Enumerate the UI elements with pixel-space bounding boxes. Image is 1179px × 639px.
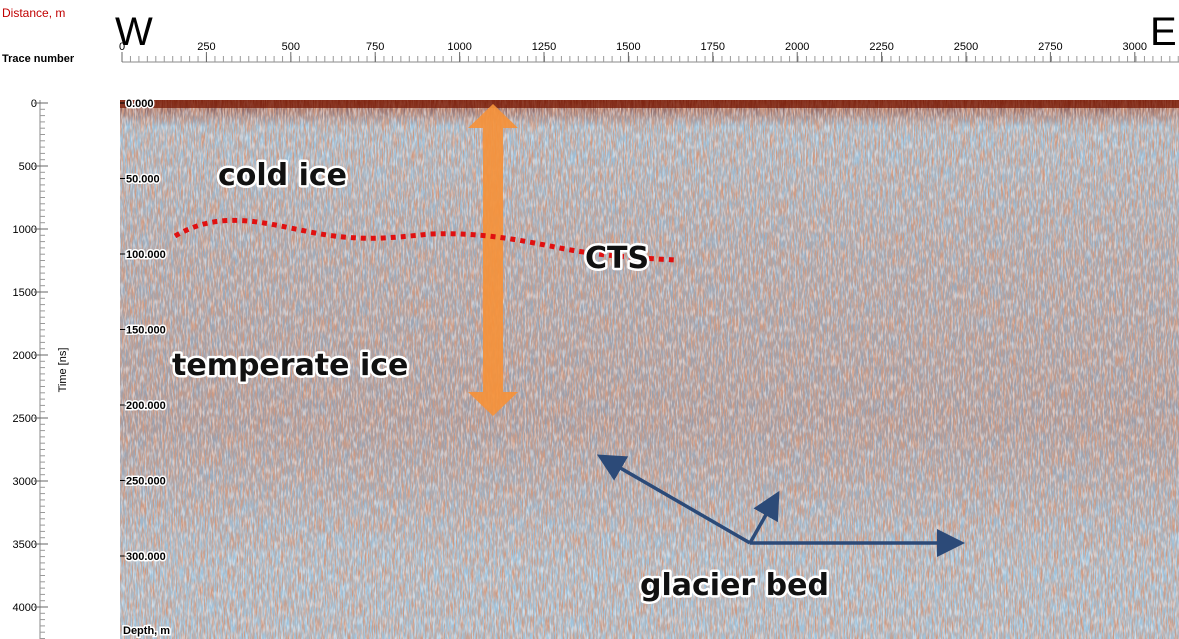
surface-band bbox=[120, 100, 1179, 108]
distance-tick-label: 0 bbox=[119, 41, 125, 53]
depth-tick-label: 200.000 bbox=[126, 400, 166, 412]
time-tick-label: 1000 bbox=[13, 224, 37, 236]
glacier-bed-label: glacier bed bbox=[640, 568, 829, 603]
distance-tick-label: 2000 bbox=[785, 41, 809, 53]
time-label: Time [ns] bbox=[57, 348, 69, 393]
time-tick-label: 0 bbox=[31, 98, 37, 110]
distance-label: Distance, m bbox=[2, 6, 65, 20]
distance-tick-label: 1500 bbox=[616, 41, 640, 53]
depth-tick-label: 250.000 bbox=[126, 476, 166, 488]
time-tick-label: 3500 bbox=[13, 539, 37, 551]
distance-tick-label: 2500 bbox=[954, 41, 978, 53]
time-tick-label: 2500 bbox=[13, 413, 37, 425]
distance-tick-label: 1750 bbox=[701, 41, 725, 53]
distance-tick-label: 2750 bbox=[1038, 41, 1062, 53]
distance-tick-label: 500 bbox=[282, 41, 300, 53]
temperate-ice-label: temperate ice bbox=[172, 348, 408, 383]
depth-tick-label: 50.000 bbox=[126, 174, 160, 186]
distance-tick-label: 1000 bbox=[447, 41, 471, 53]
time-tick-label: 500 bbox=[19, 161, 37, 173]
depth-label: Depth, m bbox=[123, 625, 170, 637]
distance-tick-label: 1250 bbox=[532, 41, 556, 53]
east-label: E bbox=[1150, 10, 1177, 54]
time-tick-label: 3000 bbox=[13, 476, 37, 488]
distance-tick-label: 3000 bbox=[1123, 41, 1147, 53]
depth-tick-label: 0.000 bbox=[126, 98, 154, 110]
depth-tick-label: 100.000 bbox=[126, 249, 166, 261]
depth-tick-label: 150.000 bbox=[126, 325, 166, 337]
cold-ice-label: cold ice bbox=[218, 158, 347, 193]
time-tick-label: 1500 bbox=[13, 287, 37, 299]
time-tick-label: 2000 bbox=[13, 350, 37, 362]
cts-label: CTS bbox=[585, 241, 649, 276]
figure: Distance, m Trace number W E Time [ns] D… bbox=[0, 0, 1179, 639]
trace-label: Trace number bbox=[2, 53, 75, 65]
distance-tick-label: 250 bbox=[197, 41, 215, 53]
time-tick-label: 4000 bbox=[13, 602, 37, 614]
distance-tick-label: 750 bbox=[366, 41, 384, 53]
depth-tick-label: 300.000 bbox=[126, 551, 166, 563]
distance-tick-label: 2250 bbox=[869, 41, 893, 53]
